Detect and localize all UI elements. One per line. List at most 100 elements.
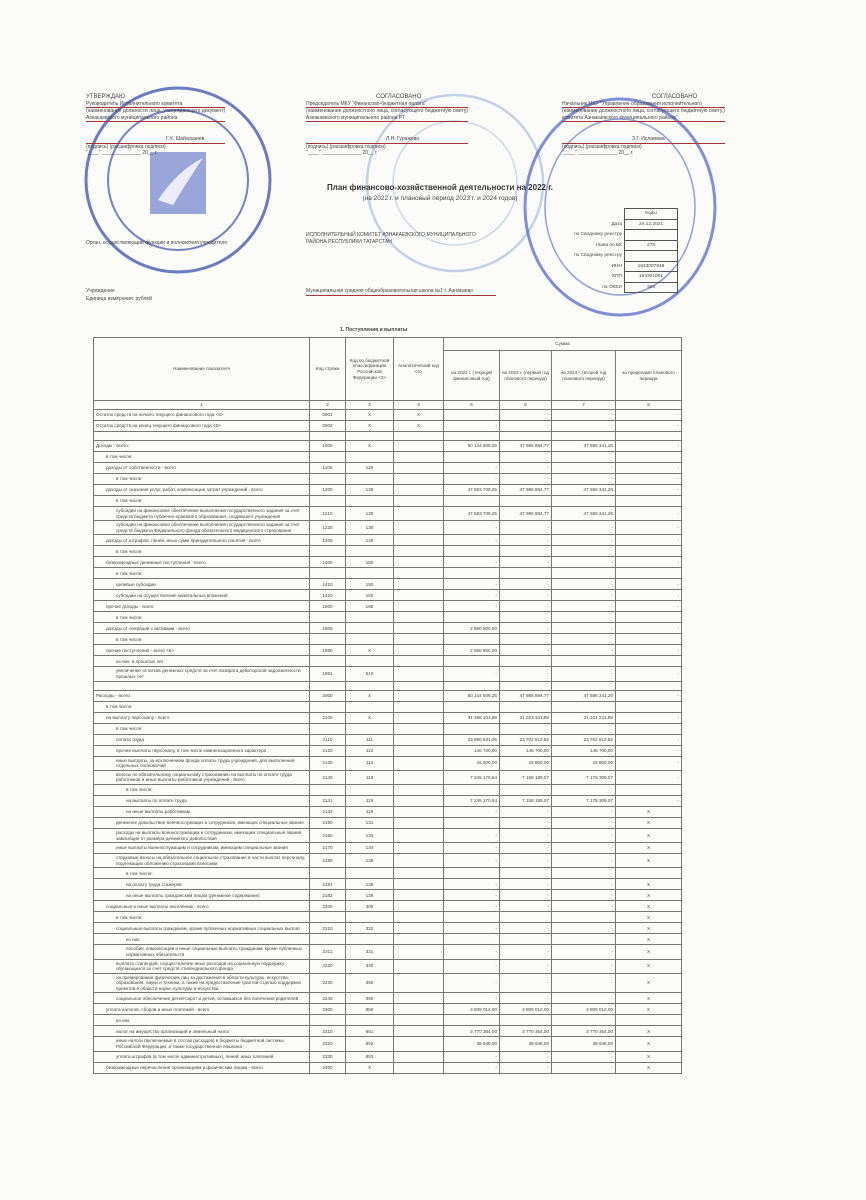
analytic-code [393,805,444,818]
value-2022: 7 245 170,64 [443,794,500,807]
empty-cell [345,680,394,691]
kbk-code: 300 [345,900,394,913]
value-2023: - [499,842,552,855]
row-code: 2240 [309,992,346,1005]
analytic-code [393,744,444,757]
value-beyond: - [615,622,682,635]
value-2023: - [499,853,552,869]
row-code: 2120 [309,744,346,757]
indicator-name: на оплату труда стажеров [93,878,310,891]
value-2023: 23 702 612,82 [499,733,552,746]
table-row: страховые взносы на обязательное социаль… [93,853,682,869]
value-2023: - [499,992,552,1005]
row-code: 0002 [309,420,346,432]
value-2022 [443,933,500,946]
codes-label: ИНН [611,263,622,269]
value-2024: 31 101 221,89 [551,711,616,724]
analytic-code [393,644,444,657]
codes-row: ИНН 1643007948 [550,260,678,272]
row-code: 1420 [309,589,346,602]
value-beyond [615,495,682,507]
codes-value: 275 [624,239,678,251]
row-code: 2210 [309,922,346,935]
value-2024 [551,783,616,796]
value-2023: - [499,578,552,591]
empty-cell [345,431,394,441]
value-beyond: - [615,794,682,807]
table-row: из них: X [93,933,682,946]
value-2023: 31 023 101,89 [499,711,552,724]
empty-cell [309,431,346,441]
codes-value: 383 [624,281,678,293]
row-code [309,473,346,485]
value-2022: - [443,992,500,1005]
value-beyond: - [615,644,682,657]
value-beyond: - [615,689,682,702]
indicator-name: оплата труда [93,733,310,746]
value-2022 [443,867,500,880]
value-2022: - [443,462,500,474]
analytic-code [393,1025,444,1038]
indicator-name: пособия, компенсации и иные социальные в… [93,944,310,960]
table-row: безвозмездные денежные поступления - все… [93,556,682,569]
table-row: в том числе: [93,451,682,463]
analytic-code [393,655,444,668]
row-code: 2330 [309,1050,346,1063]
row-code: 2400 [309,1061,346,1074]
kbk-code [345,545,394,558]
row-code: 2211 [309,944,346,960]
value-2024: - [551,1050,616,1063]
codes-value [624,250,678,262]
indicator-name: страховые взносы на обязательное социаль… [93,853,310,869]
value-2022: - [443,816,500,829]
value-2023: 47 985 894,77 [499,505,552,522]
value-beyond: - [615,409,682,421]
kbk-code: 113 [345,755,394,771]
value-2022: - [443,1050,500,1063]
codes-row: по ОКЕИ 383 [550,281,678,293]
analytic-code [393,944,444,960]
value-beyond: X [615,933,682,946]
value-2023: 7 158 189,07 [499,769,552,785]
value-2022: - [443,589,500,602]
value-2023 [499,611,552,624]
row-code: 2200 [309,900,346,913]
value-beyond [615,1014,682,1027]
analytic-code [393,520,444,536]
table-row: прочие поступления - всего <6> 1980 X 2 560… [93,644,682,657]
analytic-code [393,933,444,946]
row-code: 2100 [309,711,346,724]
value-beyond: - [615,589,682,602]
row-code [309,611,346,624]
indicator-name: увеличение остатков денежных средств за … [93,666,310,682]
indicator-name: безвозмездные перечисления организациям … [93,1061,310,1074]
table-row: уплата налогов, сборов и иных платежей -… [93,1003,682,1016]
value-2023: 146 700,00 [499,744,552,757]
empty-cell [443,680,500,691]
value-2024: - [551,842,616,855]
analytic-code [393,1014,444,1027]
value-beyond [615,451,682,463]
header-name: Наименование показателя [93,337,310,401]
value-beyond [615,700,682,713]
spacer-row [93,431,682,441]
indicator-name: в том числе: [93,451,310,463]
analytic-code [393,783,444,796]
analytic-code [393,853,444,869]
agree1-date: "____" ______________ 20__ г. [306,150,378,156]
value-2022: - [443,878,500,891]
founder-line1: ИСПОЛНИТЕЛЬНЫЙ КОМИТЕТ АЗНАКАЕВСКОГО МУН… [306,232,476,238]
approve-position-hint: (наименование должности лица, утверждающ… [86,108,226,114]
value-2024: 47 586 341,26 [551,689,616,702]
table-row: на оплату труда стажеров 2181 139- - - X [93,878,682,891]
value-2024 [551,545,616,558]
kbk-code: X [345,711,394,724]
header-analytic: Аналитический код <4> [393,337,444,401]
analytic-code [393,578,444,591]
value-2023 [499,911,552,924]
kbk-code: 139 [345,878,394,891]
value-2023: - [499,889,552,902]
value-beyond: X [615,889,682,902]
row-code [309,783,346,796]
kbk-code [345,783,394,796]
